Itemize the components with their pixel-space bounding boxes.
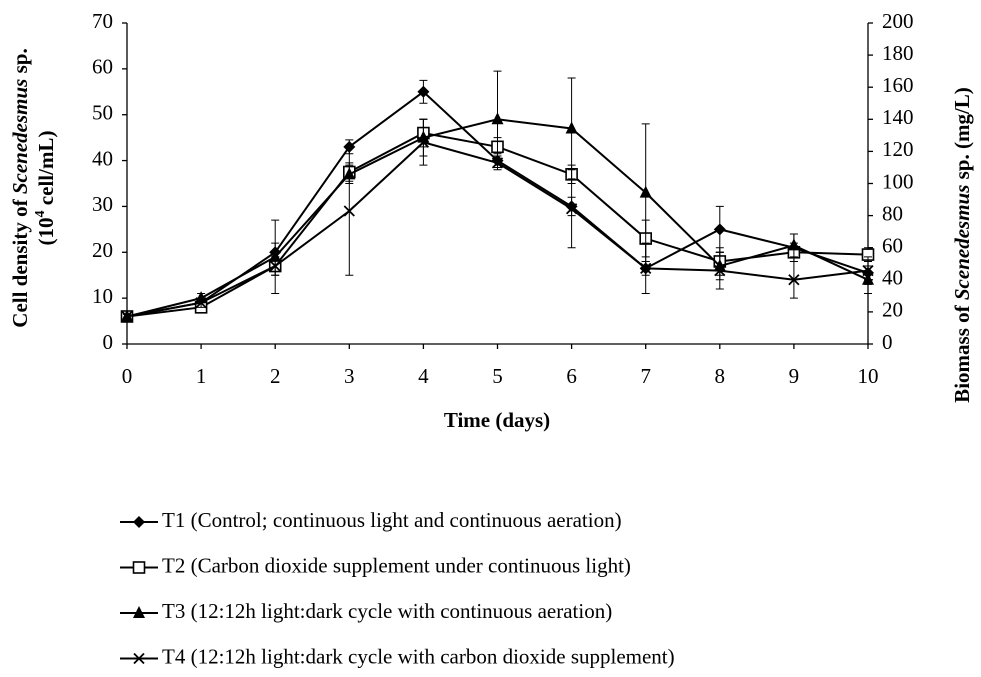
y-axis-label-line2-part: 4 [33,210,48,217]
y-tick-label: 70 [92,9,113,33]
y-axis-label-line2: (104 cell/mL) [33,131,58,246]
x-tick-label: 8 [715,364,726,388]
x-tick-label: 3 [344,364,355,388]
marker [417,136,430,148]
marker [343,205,355,217]
marker [121,310,133,323]
legend-label: T2 (Carbon dioxide supplement under cont… [162,553,631,577]
marker [714,264,726,277]
marker [195,297,207,309]
y2-tick-label: 140 [882,105,914,129]
y-tick-label: 20 [92,238,113,262]
legend-marker [132,561,146,574]
x-tick-label: 7 [640,364,651,388]
y-axis-label-part: Scenedesmus [8,79,32,195]
marker [787,238,800,251]
x-tick-label: 0 [122,364,133,388]
series [121,118,874,323]
marker [788,274,800,286]
marker [640,262,652,274]
x-tick-label: 2 [270,364,281,388]
x-tick-label: 5 [492,364,503,388]
y2-tick-label: 60 [882,234,903,258]
marker [269,260,281,272]
marker [491,112,504,125]
y-tick-label: 10 [92,284,113,308]
x-axis-label: Time (days) [444,408,550,432]
y2-tick-label: 40 [882,266,903,290]
series [121,70,874,322]
y2-tick-label: 160 [882,73,914,97]
marker [862,264,874,277]
marker [713,223,726,236]
legend-marker [133,652,145,665]
marker [491,157,504,169]
marker [417,85,430,98]
y-tick-label: 50 [92,101,113,125]
y-tick-label: 0 [103,330,114,354]
y2-tick-label: 80 [882,201,903,225]
legend-label: T3 (12:12h light:dark cycle with continu… [162,599,612,623]
y2-axis-label-part: sp. (mg/L) [950,87,974,184]
y-tick-label: 40 [92,146,113,170]
legend-marker [133,606,145,618]
x-tick-label: 10 [858,364,879,388]
y2-axis-label: Biomass of Scenedesmus sp. (mg/L) [950,87,974,403]
y2-axis-label-part: Scenedesmus [950,185,974,301]
y2-tick-label: 0 [882,330,893,354]
y-axis-label: Cell density of Scenedesmus sp. [8,48,32,327]
marker [565,121,578,134]
y2-tick-label: 180 [882,41,914,65]
y2-tick-label: 20 [882,298,903,322]
y-axis-label-part: sp. [8,48,32,78]
x-tick-label: 6 [566,364,577,388]
marker [639,185,652,198]
x-tick-label: 9 [789,364,800,388]
legend-marker [133,516,145,528]
y-tick-label: 60 [92,55,113,79]
legend-label: T4 (12:12h light:dark cycle with carbon … [162,644,675,668]
legend-label: T1 (Control; continuous light and contin… [162,508,622,532]
x-tick-label: 1 [196,364,207,388]
y2-axis-label-part: Biomass of [950,300,974,403]
y2-tick-label: 200 [882,9,914,33]
y-axis-label-part: Cell density of [8,194,32,328]
y2-tick-label: 120 [882,137,914,161]
y-axis-label-line2-part: cell/mL) [34,131,58,211]
y-tick-label: 30 [92,192,113,216]
y-axis-label-line2-part: (10 [34,217,58,245]
marker [269,249,282,262]
y2-tick-label: 100 [882,169,914,193]
x-tick-label: 4 [418,364,429,388]
marker [565,203,578,215]
